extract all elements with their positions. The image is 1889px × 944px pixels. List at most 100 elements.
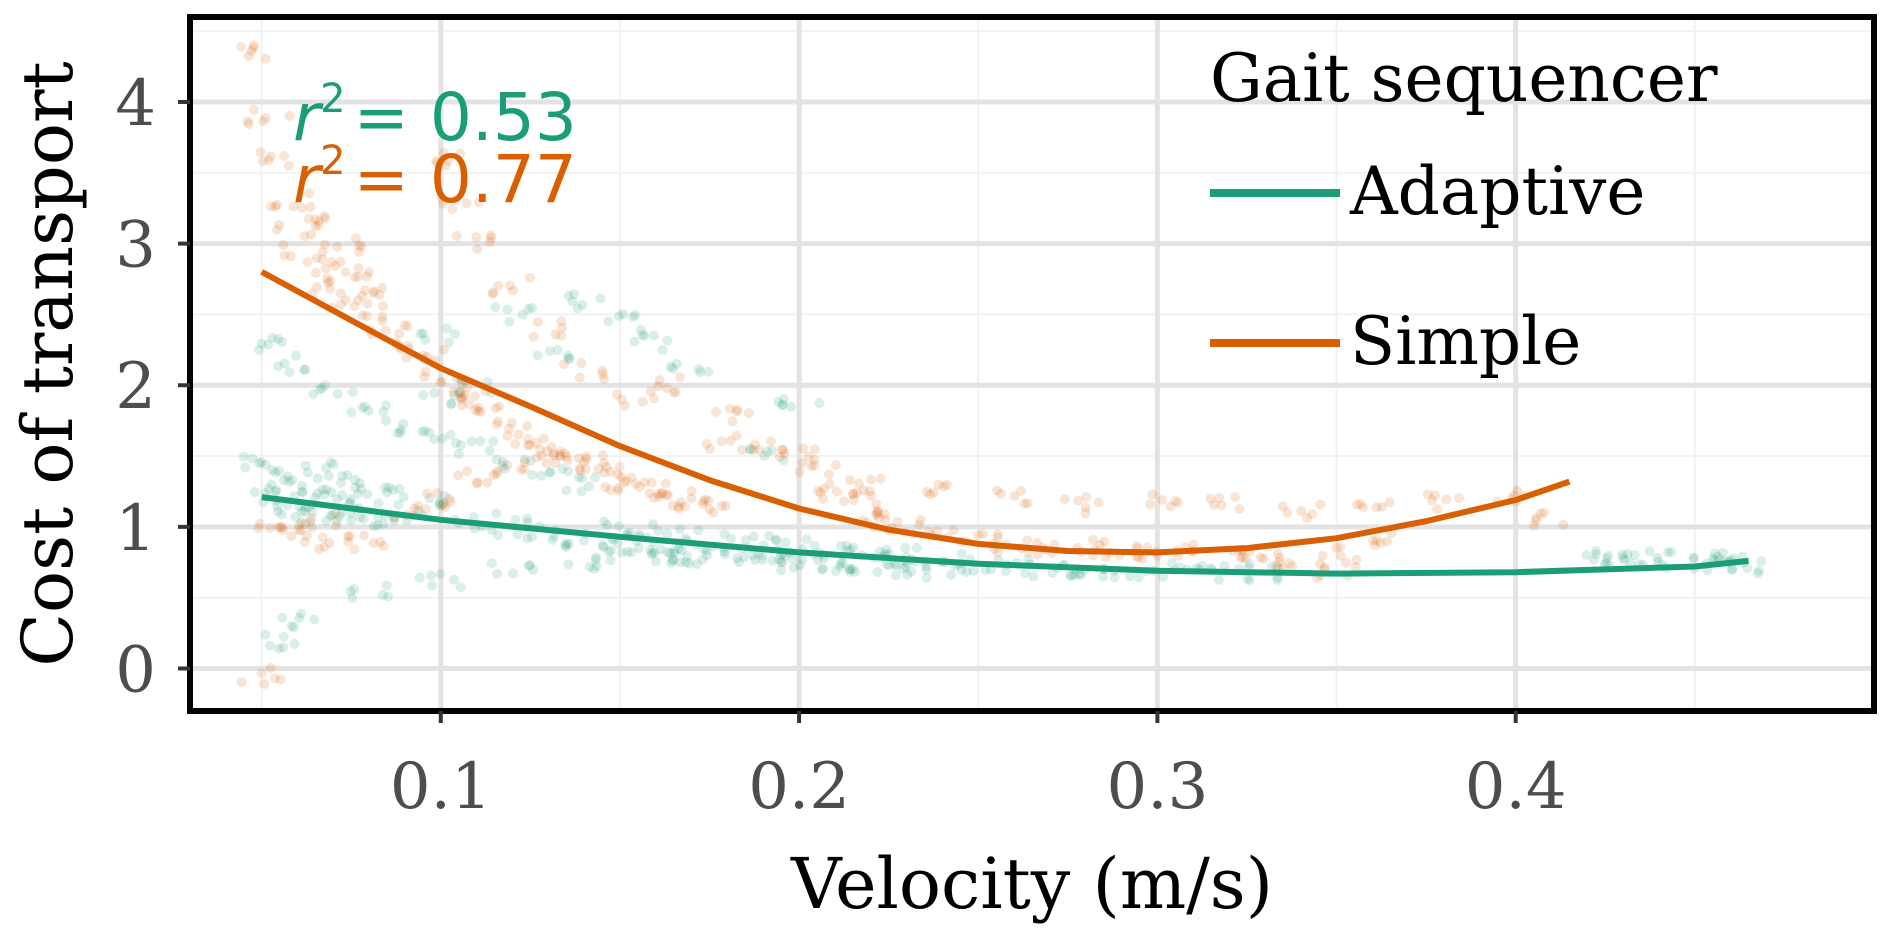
- data-point: [427, 580, 438, 591]
- data-point: [439, 344, 450, 355]
- data-point: [260, 459, 271, 470]
- data-point: [300, 364, 311, 375]
- data-point: [413, 505, 424, 516]
- data-point: [257, 156, 268, 167]
- data-point: [381, 415, 392, 426]
- data-point: [614, 461, 625, 472]
- data-point: [599, 467, 610, 478]
- data-point: [510, 438, 521, 449]
- data-point: [362, 489, 373, 500]
- data-point: [254, 344, 265, 355]
- data-point: [236, 41, 247, 52]
- data-point: [350, 233, 361, 244]
- data-point: [597, 369, 608, 380]
- data-point: [493, 280, 504, 291]
- data-point: [1617, 549, 1628, 560]
- data-point: [902, 569, 913, 580]
- data-point: [466, 436, 477, 447]
- data-point: [455, 394, 466, 405]
- data-point: [277, 612, 288, 623]
- data-point: [1341, 557, 1352, 568]
- data-point: [455, 582, 466, 593]
- data-point: [1230, 492, 1241, 503]
- data-point: [1315, 499, 1326, 510]
- y-axis-ticks: 0 1 2 3 4: [115, 67, 190, 708]
- data-point: [395, 427, 406, 438]
- data-point: [522, 533, 533, 544]
- data-point: [948, 525, 959, 536]
- data-point: [854, 478, 865, 489]
- data-point: [523, 303, 534, 314]
- data-point: [550, 329, 561, 340]
- data-point: [305, 516, 316, 527]
- data-point: [352, 295, 363, 306]
- data-point: [255, 147, 266, 158]
- data-point: [778, 455, 789, 466]
- data-point: [675, 372, 686, 383]
- data-point: [1274, 557, 1285, 568]
- data-point: [536, 470, 547, 481]
- data-point: [293, 524, 304, 535]
- data-point: [246, 46, 257, 57]
- data-point: [272, 224, 283, 235]
- data-point: [1528, 520, 1539, 531]
- data-point: [657, 488, 668, 499]
- data-point: [449, 390, 460, 401]
- data-point: [809, 540, 820, 551]
- data-point: [628, 311, 639, 322]
- data-point: [695, 367, 706, 378]
- data-point: [1335, 542, 1346, 553]
- data-point: [619, 401, 630, 412]
- data-point: [1622, 549, 1633, 560]
- data-point: [491, 508, 502, 519]
- data-point: [452, 470, 463, 481]
- data-point: [1234, 504, 1245, 515]
- data-point: [368, 286, 379, 297]
- data-point: [1376, 501, 1387, 512]
- data-point: [673, 501, 684, 512]
- data-point: [484, 445, 495, 456]
- data-point: [311, 253, 322, 264]
- data-point: [394, 483, 405, 494]
- data-point: [1351, 554, 1362, 565]
- data-point: [564, 353, 575, 364]
- data-point: [559, 448, 570, 459]
- data-point: [356, 483, 367, 494]
- data-point: [383, 591, 394, 602]
- data-point: [332, 494, 343, 505]
- data-point: [1170, 495, 1181, 506]
- data-point: [266, 479, 277, 490]
- data-point: [686, 485, 697, 496]
- data-point: [279, 150, 290, 161]
- r2-annotation-simple: r2 = 0.77: [293, 138, 577, 218]
- data-point: [297, 487, 308, 498]
- data-point: [248, 40, 259, 51]
- data-point: [1350, 562, 1361, 573]
- data-point: [1147, 489, 1158, 500]
- data-point: [517, 309, 528, 320]
- data-point: [317, 254, 328, 265]
- data-point: [319, 542, 330, 553]
- data-point: [524, 440, 535, 451]
- data-point: [399, 320, 410, 331]
- data-point: [455, 387, 466, 398]
- data-point: [446, 398, 457, 409]
- data-point: [662, 547, 673, 558]
- data-point: [352, 488, 363, 499]
- data-point: [435, 496, 446, 507]
- data-point: [414, 572, 425, 583]
- data-point: [605, 466, 616, 477]
- data-point: [1531, 512, 1542, 523]
- data-point: [502, 304, 513, 315]
- data-point: [562, 350, 573, 361]
- data-point: [1301, 512, 1312, 523]
- data-point: [806, 461, 817, 472]
- data-point: [445, 496, 456, 507]
- data-point: [285, 251, 296, 262]
- data-point: [777, 444, 788, 455]
- data-point: [272, 199, 283, 210]
- data-point: [767, 445, 778, 456]
- data-point: [384, 482, 395, 493]
- data-point: [431, 155, 442, 166]
- data-point: [337, 490, 348, 501]
